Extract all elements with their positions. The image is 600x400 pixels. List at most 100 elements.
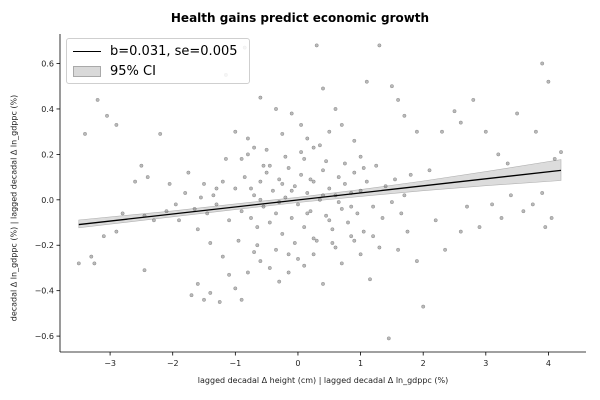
data-point [371, 204, 375, 209]
data-point [339, 123, 344, 127]
data-point [89, 254, 94, 259]
data-point [258, 179, 263, 184]
data-point [142, 268, 147, 273]
data-point [114, 123, 119, 127]
data-point [339, 206, 344, 211]
data-point [239, 209, 244, 214]
data-point [324, 213, 328, 218]
data-point [452, 109, 457, 114]
data-point [342, 161, 347, 166]
data-point [83, 131, 87, 136]
y-tick-label: 0.0 [41, 196, 54, 205]
data-point [543, 225, 548, 230]
data-point [377, 245, 382, 250]
data-point [192, 206, 197, 211]
data-point [346, 220, 350, 225]
data-point [368, 277, 372, 282]
data-point [305, 191, 310, 195]
data-point [164, 209, 169, 214]
data-point [552, 156, 557, 161]
data-point [239, 156, 244, 161]
data-point [355, 211, 360, 216]
data-point [305, 211, 310, 216]
data-point [349, 234, 354, 239]
data-point [280, 181, 285, 186]
x-tick-label: −1 [229, 359, 241, 368]
data-point [158, 131, 163, 136]
data-point [202, 181, 206, 186]
data-point [305, 136, 310, 141]
data-point [333, 245, 338, 250]
legend-ci-swatch [73, 65, 101, 77]
axes-layer: −3 −2 −1 0 1 2 3 4 −0.6 −0.4 −0.2 0.0 0.2 0.4 0.6 [35, 34, 586, 368]
data-point [299, 150, 303, 155]
data-point [283, 154, 288, 159]
data-point [443, 247, 447, 252]
data-point [393, 177, 397, 182]
y-tick-label: −0.6 [35, 332, 54, 341]
data-point [330, 241, 335, 245]
data-point [151, 218, 156, 223]
ci-layer [78, 159, 562, 229]
data-point [414, 259, 419, 263]
data-point [217, 300, 222, 304]
data-point [508, 193, 513, 198]
data-point [433, 218, 438, 223]
data-point [521, 209, 526, 214]
data-point [286, 166, 291, 170]
x-axis-label: lagged decadal Δ height (cm) | lagged de… [197, 376, 449, 385]
data-point [233, 286, 238, 291]
data-point [302, 156, 307, 161]
data-point [205, 211, 210, 216]
data-point [477, 225, 482, 230]
data-point [277, 279, 282, 284]
data-point [540, 191, 545, 195]
data-point [211, 193, 216, 198]
data-point [371, 234, 375, 239]
data-point [242, 175, 247, 180]
data-point [177, 218, 181, 223]
data-point [167, 181, 172, 186]
y-tick-label: 0.2 [41, 150, 54, 159]
legend-item-fit: b=0.031, se=0.005 [73, 42, 238, 60]
data-point [76, 261, 81, 266]
data-point [349, 204, 354, 209]
data-point [383, 184, 388, 189]
data-point [289, 188, 294, 193]
data-point [270, 188, 275, 193]
data-point [540, 61, 545, 66]
data-point [208, 241, 213, 245]
legend-line-swatch [73, 50, 101, 52]
data-point [389, 200, 394, 205]
data-point [327, 129, 332, 134]
data-point [245, 270, 250, 275]
x-tick-label: 3 [483, 359, 488, 368]
data-point [361, 166, 366, 170]
data-point [364, 79, 369, 84]
data-point [311, 252, 316, 257]
data-point [245, 136, 250, 141]
data-point [258, 95, 263, 100]
data-point [296, 202, 300, 207]
data-point [465, 204, 469, 209]
data-point [258, 197, 263, 202]
ci-band [78, 159, 562, 229]
data-point [280, 131, 285, 136]
data-point [321, 168, 325, 173]
data-point [308, 209, 313, 214]
data-point [252, 250, 257, 255]
x-tick-label: 2 [421, 359, 426, 368]
data-point [274, 247, 278, 252]
data-point [324, 159, 328, 164]
data-point [245, 152, 250, 157]
data-point [264, 147, 269, 152]
data-point [214, 202, 219, 207]
data-point [361, 229, 366, 234]
fit-line [78, 169, 562, 226]
data-point [274, 107, 278, 111]
data-point [296, 256, 300, 261]
data-point [311, 179, 316, 184]
data-point [302, 225, 307, 230]
data-point [101, 234, 106, 239]
data-point [277, 177, 282, 182]
